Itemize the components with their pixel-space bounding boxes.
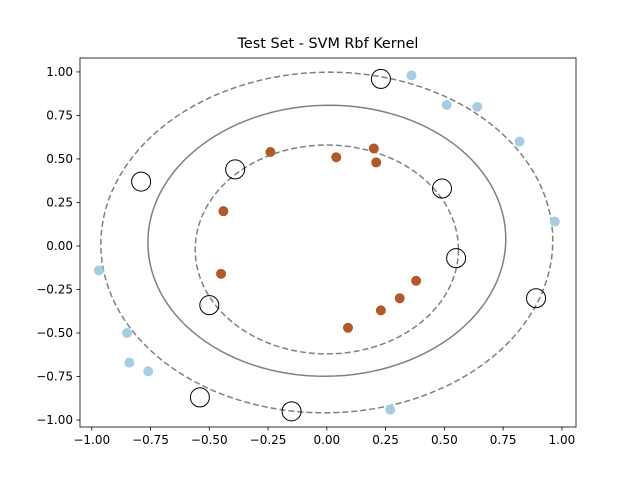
support-vector-marker <box>199 295 220 316</box>
x-tick-label: −0.25 <box>250 433 287 447</box>
y-tick-label: 0.25 <box>46 196 73 210</box>
y-tick-label: 0.00 <box>46 239 73 253</box>
data-point-outer <box>143 366 154 377</box>
decision-contours <box>100 71 554 414</box>
support-vector-marker <box>189 387 210 408</box>
data-points <box>93 70 560 415</box>
support-vector-marker <box>370 68 391 89</box>
data-point-outer <box>472 101 483 112</box>
decision-boundary <box>147 104 507 378</box>
y-tick-label: −0.25 <box>36 283 73 297</box>
data-point-inner <box>342 322 353 333</box>
y-tick-label: −1.00 <box>36 413 73 427</box>
data-point-inner <box>371 157 382 168</box>
data-point-outer <box>124 357 135 368</box>
support-vector-marker <box>432 178 453 199</box>
data-point-inner <box>216 268 227 279</box>
x-tick-label: 0.75 <box>490 433 517 447</box>
data-point-inner <box>218 206 229 217</box>
support-vector-marker <box>446 248 467 269</box>
data-point-outer <box>122 328 133 339</box>
data-point-inner <box>368 143 379 154</box>
x-tick-label: 0.50 <box>431 433 458 447</box>
support-vector-marker <box>225 159 246 180</box>
y-tick-label: −0.75 <box>36 370 73 384</box>
x-tick-label: 0.00 <box>313 433 340 447</box>
x-tick-label: 0.25 <box>372 433 399 447</box>
x-tick-label: 1.00 <box>549 433 576 447</box>
y-tick-label: 0.50 <box>46 152 73 166</box>
data-point-inner <box>394 293 405 304</box>
data-point-inner <box>331 152 342 163</box>
data-point-outer <box>514 136 525 147</box>
x-tick-label: −0.75 <box>132 433 169 447</box>
data-point-outer <box>385 404 396 415</box>
axes: −1.00 −0.75 −0.50 −0.25 0.00 0.25 0.50 0.75 1.00… <box>36 57 577 447</box>
support-vector-marker <box>131 171 152 192</box>
data-point-outer <box>406 70 417 81</box>
data-point-inner <box>265 146 276 157</box>
data-point-outer <box>93 265 104 276</box>
chart-title: Test Set - SVM Rbf Kernel <box>237 36 419 52</box>
y-tick-label: 0.75 <box>46 109 73 123</box>
x-tick-label: −1.00 <box>73 433 110 447</box>
support-vectors <box>131 68 547 422</box>
data-point-inner <box>375 305 386 316</box>
y-tick-label: 1.00 <box>46 65 73 79</box>
margin-contour-0 <box>194 144 460 355</box>
support-vector-marker <box>281 401 302 422</box>
margin-contour-2 <box>100 71 554 414</box>
y-tick-label: −0.50 <box>36 326 73 340</box>
plot-frame <box>79 57 577 428</box>
x-tick-label: −0.50 <box>191 433 228 447</box>
data-point-outer <box>549 216 560 227</box>
data-point-outer <box>441 99 452 110</box>
data-point-inner <box>411 275 422 286</box>
support-vector-marker <box>526 288 547 309</box>
